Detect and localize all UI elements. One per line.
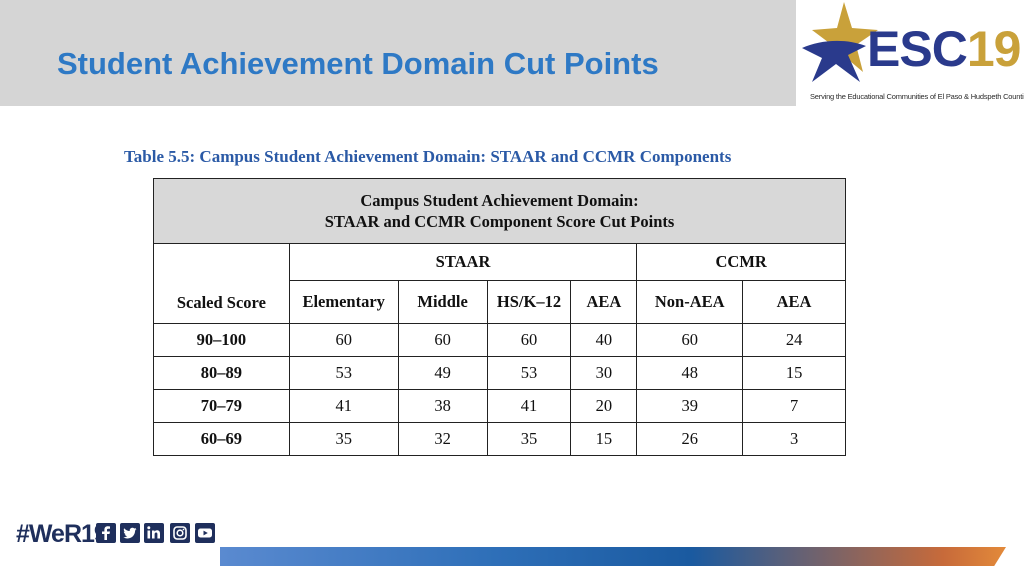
table-cell: 30 [570,356,638,390]
table-cell: 41 [288,389,399,423]
banner-line-1: Campus Student Achievement Domain: [360,191,639,210]
column-header: HS/K–12 [486,280,572,324]
banner-line-2: STAAR and CCMR Component Score Cut Point… [324,212,675,231]
facebook-icon[interactable] [96,523,116,543]
table-cell: 60 [397,323,488,357]
table-cell: 48 [636,356,744,390]
table-cell: 53 [288,356,399,390]
table-banner: Campus Student Achievement Domain: STAAR… [153,178,846,244]
table-cell: 3 [742,422,846,456]
logo-number: 19 [966,21,1022,77]
star-icon [802,2,878,82]
page-title: Student Achievement Domain Cut Points [57,46,659,81]
table-cell: 60 [486,323,572,357]
table-cell: 39 [636,389,744,423]
table-cell: 24 [742,323,846,357]
esc19-logo [800,0,1024,106]
table-cell: 7 [742,389,846,423]
table-cell: 15 [742,356,846,390]
table-cell: 35 [288,422,399,456]
table-cell: 60 [636,323,744,357]
table-row: 70–79 41 38 41 20 39 7 [153,389,846,423]
column-header: Non-AEA [636,280,744,324]
table-cell: 20 [570,389,638,423]
column-header: Elementary [288,280,399,324]
table-caption: Table 5.5: Campus Student Achievement Do… [124,147,732,166]
table-cell: 53 [486,356,572,390]
table-cell: 38 [397,389,488,423]
column-header: AEA [570,280,638,324]
hashtag-label: #WeR19 [16,520,108,548]
logo-wordmark: ESC19 [867,20,1022,78]
table-cell: 60 [288,323,399,357]
table-cell: 32 [397,422,488,456]
row-label: 60–69 [153,422,290,456]
table-cell: 40 [570,323,638,357]
cut-points-table: Campus Student Achievement Domain: STAAR… [153,178,846,456]
table-row: 90–100 60 60 60 40 60 24 [153,323,846,357]
youtube-icon[interactable] [195,523,215,543]
twitter-icon[interactable] [120,523,140,543]
table-cell: 35 [486,422,572,456]
table-cell: 41 [486,389,572,423]
table-cell: 49 [397,356,488,390]
row-label: 80–89 [153,356,290,390]
column-header: Middle [397,280,488,324]
instagram-icon[interactable] [170,523,190,543]
scaled-score-header: Scaled Score [153,243,290,324]
ccmr-group-header: CCMR [636,243,846,281]
row-label: 70–79 [153,389,290,423]
logo-tagline: Serving the Educational Communities of E… [810,92,1024,101]
table-row: 80–89 53 49 53 30 48 15 [153,356,846,390]
linkedin-icon[interactable] [144,523,164,543]
table-cell: 15 [570,422,638,456]
row-label: 90–100 [153,323,290,357]
column-header: AEA [742,280,846,324]
table-row: 60–69 35 32 35 15 26 3 [153,422,846,456]
footer-gradient-bar [220,547,1006,566]
table-cell: 26 [636,422,744,456]
header-band [0,0,796,106]
staar-group-header: STAAR [288,243,638,281]
logo-esc: ESC [867,21,968,77]
